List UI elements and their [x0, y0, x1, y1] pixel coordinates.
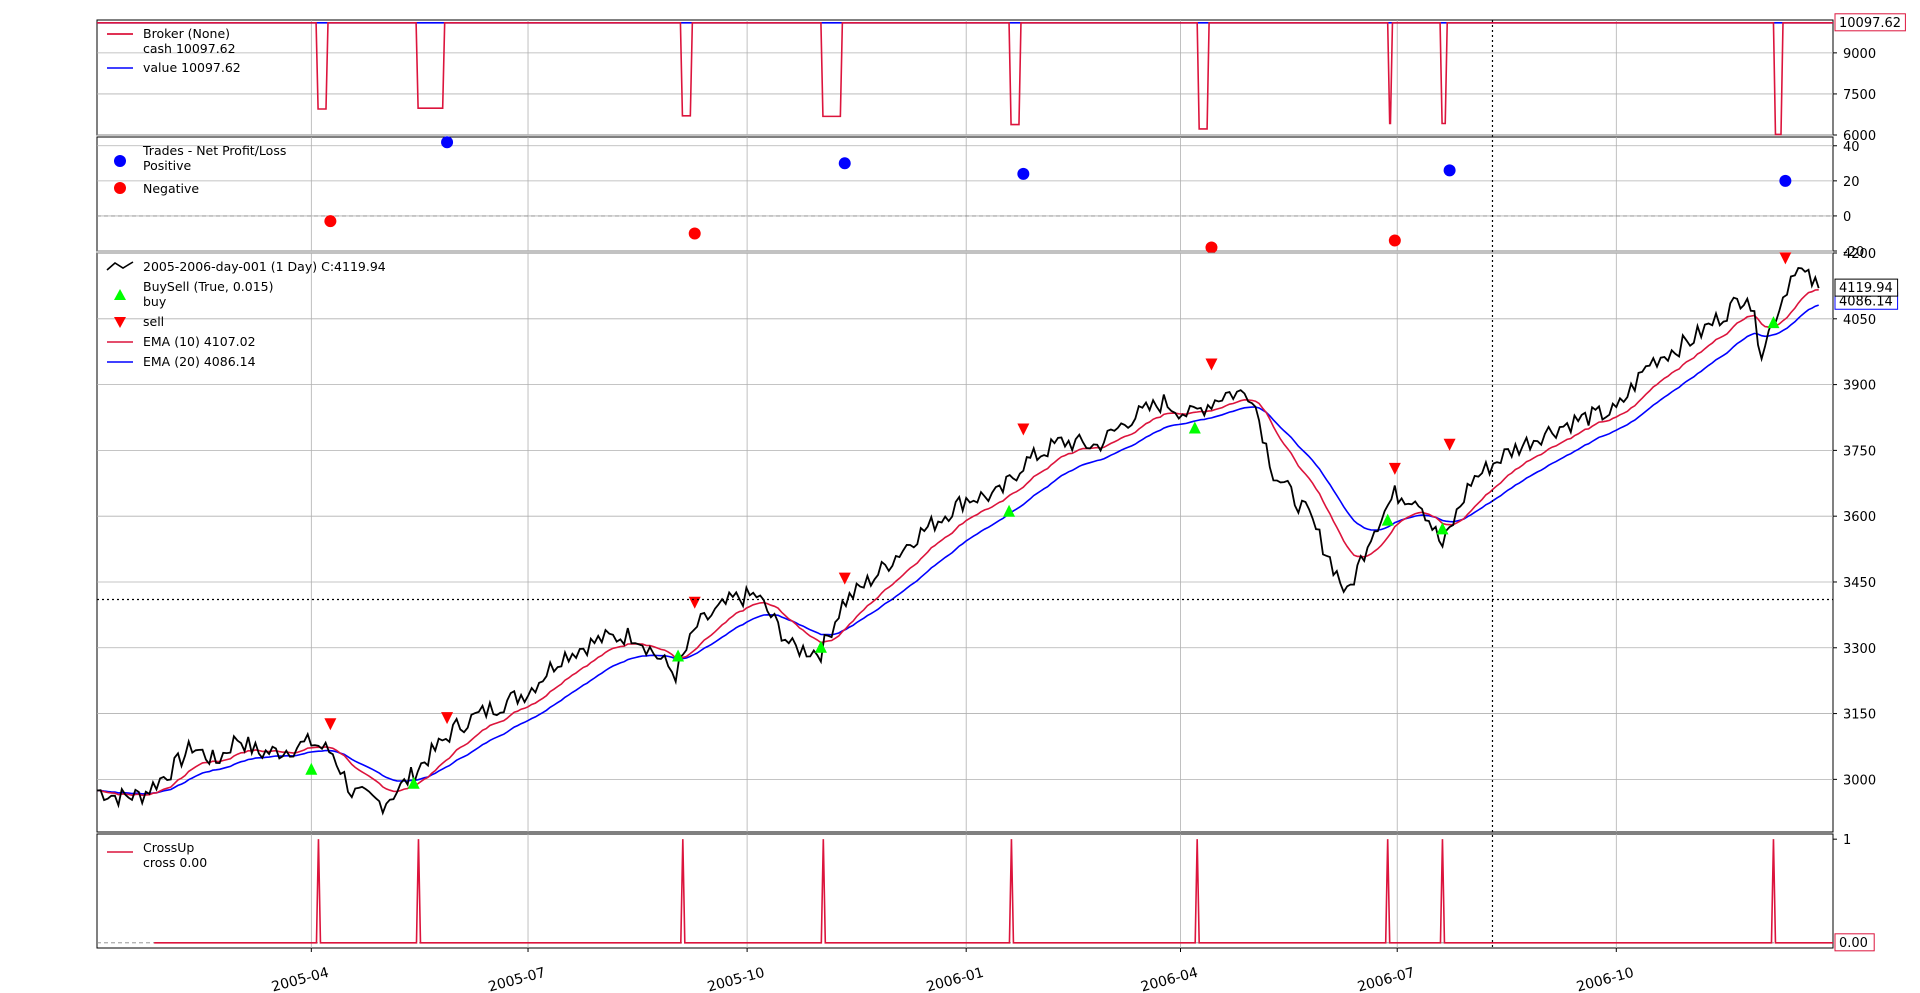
buy-marker: [672, 649, 685, 662]
trades-frame: [96, 136, 1834, 252]
broker-panel: 6000 7500 9000 Broker (None)cash 10097.62 va…: [96, 13, 1906, 144]
buy-marker: [1381, 513, 1394, 526]
ema20-last-value: 4086.14: [1839, 294, 1893, 309]
y-tick-label: 3150: [1843, 708, 1876, 723]
x-tick-label: 2006-04: [1139, 965, 1200, 993]
sell-marker: [1388, 462, 1401, 475]
broker-last-value-box: [1834, 13, 1906, 32]
legend-entry: buy: [143, 294, 167, 309]
legend-entry: Negative: [143, 181, 199, 196]
x-tick-label: 2005-07: [487, 965, 548, 993]
cross-last-value: 0.00: [1839, 936, 1868, 951]
y-tick-label: 3450: [1843, 576, 1876, 591]
trade-negative-point: [688, 227, 701, 240]
buy-marker: [407, 776, 420, 789]
legend-entry: cash 10097.62: [143, 41, 236, 56]
y-tick-label: 3300: [1843, 642, 1876, 657]
price-panel: 3000 3150 3300 3450 3600 3750 3900 4050 4200 2005…: [96, 247, 1899, 833]
buy-marker: [814, 640, 827, 653]
y-tick-label: 20: [1843, 175, 1860, 190]
trade-positive-point: [1779, 174, 1792, 187]
legend-entry: Positive: [143, 158, 191, 173]
sell-marker: [324, 718, 337, 731]
buy-marker: [1188, 421, 1201, 434]
legend-entry: value 10097.62: [143, 60, 241, 75]
y-tick-label: 3600: [1843, 510, 1876, 525]
legend-entry: EMA (20) 4086.14: [143, 354, 256, 369]
close-last-value-box: [1834, 278, 1899, 297]
y-tick-label: 6000: [1843, 129, 1876, 144]
legend-entry: EMA (10) 4107.02: [143, 334, 256, 349]
x-axis: 2005-04 2005-07 2005-10 2006-01 2006-04 2006-…: [270, 948, 1636, 993]
buy-marker: [1767, 316, 1780, 329]
sell-marker: [1443, 438, 1456, 451]
x-tick-label: 2006-10: [1575, 965, 1636, 993]
sell-marker: [1779, 252, 1792, 265]
trades-panel: -20 0 20 40 Trades - Net Profit/LossPositive…: [96, 136, 1864, 260]
y-tick-label: 7500: [1843, 88, 1876, 103]
y-tick-label: 1: [1843, 833, 1851, 848]
legend-title: Trades - Net Profit/Loss: [142, 143, 286, 158]
y-tick-label: 0: [1843, 210, 1851, 225]
buy-marker: [305, 762, 318, 775]
sell-marker: [441, 712, 454, 725]
ema-10-line: [97, 289, 1819, 797]
y-tick-label: 3900: [1843, 379, 1876, 394]
y-tick-label: -20: [1843, 245, 1864, 260]
trade-negative-point: [324, 215, 337, 228]
trade-negative-point: [1388, 234, 1401, 247]
legend-title: CrossUp: [143, 840, 194, 855]
legend-marker: [114, 155, 126, 167]
x-tick-label: 2006-01: [925, 965, 986, 993]
y-tick-label: 9000: [1843, 47, 1876, 62]
legend-entry: sell: [143, 314, 164, 329]
trade-positive-point: [1017, 167, 1030, 180]
trade-positive-point: [1443, 164, 1456, 177]
ema-20-line: [97, 304, 1819, 795]
broker-last-value: 10097.62: [1839, 16, 1901, 31]
legend-marker: [114, 289, 126, 300]
crossup-frame: [96, 833, 1834, 949]
trade-positive-point: [838, 157, 851, 170]
y-tick-label: 3000: [1843, 773, 1876, 788]
sell-marker: [1017, 423, 1030, 436]
legend-title: Broker (None): [143, 26, 230, 41]
sell-marker: [1205, 358, 1218, 371]
trade-negative-point: [1205, 241, 1218, 254]
buy-marker: [1436, 522, 1449, 535]
legend-entry: 2005-2006-day-001 (1 Day) C:4119.94: [143, 259, 386, 274]
x-tick-label: 2005-04: [270, 965, 331, 993]
y-tick-label: 40: [1843, 140, 1860, 155]
y-tick-label: 4200: [1843, 247, 1876, 262]
cross-last-value-box: [1834, 933, 1875, 952]
legend-marker: [114, 317, 126, 328]
trade-positive-point: [441, 136, 454, 149]
legend-swatch: [106, 261, 134, 271]
sell-marker: [838, 572, 851, 585]
cross-line: [154, 839, 1833, 944]
x-tick-label: 2006-07: [1356, 965, 1417, 993]
y-tick-label: 3750: [1843, 444, 1876, 459]
x-tick-label: 2005-10: [706, 965, 767, 993]
buy-marker: [1003, 504, 1016, 517]
legend-marker: [114, 182, 126, 194]
y-tick-label: 4050: [1843, 313, 1876, 328]
close-last-value: 4119.94: [1839, 281, 1893, 296]
legend-entry: BuySell (True, 0.015): [143, 279, 273, 294]
broker-frame: [96, 19, 1834, 136]
cash-line: [97, 22, 1833, 136]
close-line: [96, 267, 1820, 816]
legend-entry: cross 0.00: [143, 855, 207, 870]
